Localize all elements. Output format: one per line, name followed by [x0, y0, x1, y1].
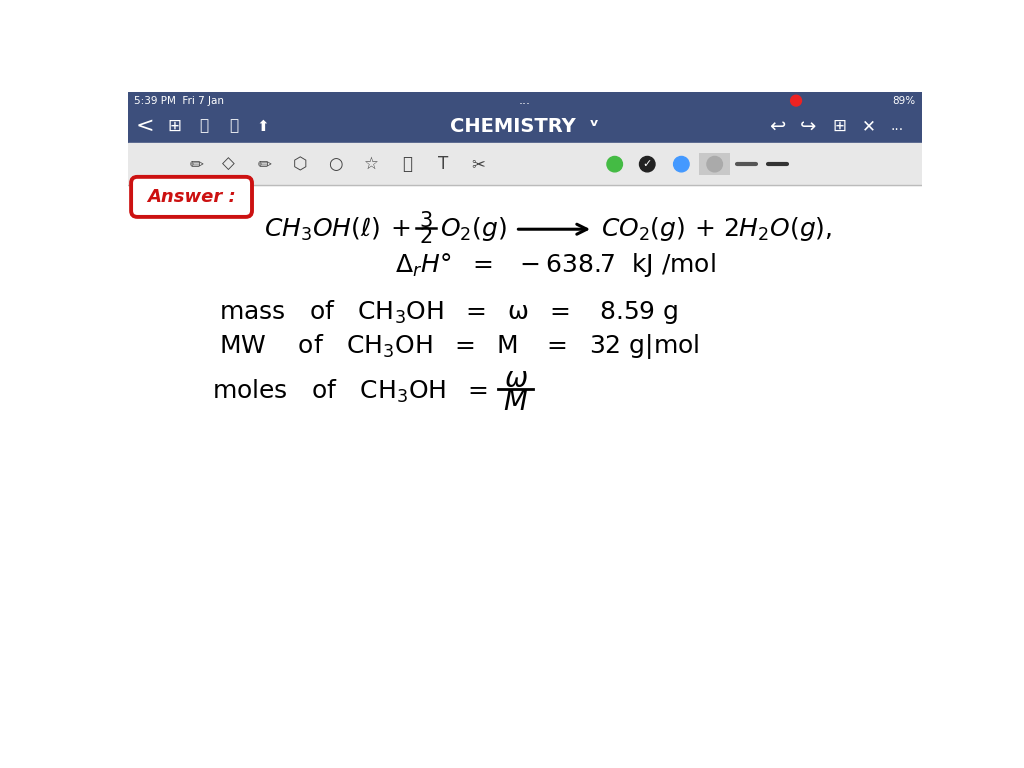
Text: 2: 2: [420, 227, 433, 247]
Text: T: T: [437, 155, 447, 173]
Text: ☆: ☆: [364, 155, 379, 173]
Text: $\Delta_r H°\ \ =\ \ -638.7\ \ \mathrm{kJ\ /mol}$: $\Delta_r H°\ \ =\ \ -638.7\ \ \mathrm{k…: [395, 251, 716, 280]
Text: 3: 3: [420, 210, 433, 230]
Text: ⬡: ⬡: [293, 155, 307, 173]
Text: $CH_3OH(\ell)$: $CH_3OH(\ell)$: [263, 216, 380, 243]
Text: $\mathrm{MW\ \ \ \ of\ \ \ CH_3OH\ \ =\ \ M\ \ \ =\ \ 32\ g|mol}$: $\mathrm{MW\ \ \ \ of\ \ \ CH_3OH\ \ =\ …: [219, 332, 700, 361]
Text: ◇: ◇: [222, 155, 236, 173]
Text: ○: ○: [329, 155, 343, 173]
Text: $+$: $+$: [390, 217, 411, 241]
Text: CHEMISTRY  ᵛ: CHEMISTRY ᵛ: [451, 117, 599, 135]
Bar: [128, 109, 922, 143]
Text: ⊞: ⊞: [168, 117, 181, 135]
Text: $\mathrm{moles\ \ \ of\ \ \ CH_3OH\ \ =}$: $\mathrm{moles\ \ \ of\ \ \ CH_3OH\ \ =}…: [212, 377, 487, 405]
Text: ↪: ↪: [801, 117, 816, 135]
FancyBboxPatch shape: [131, 177, 252, 217]
Text: ⊞: ⊞: [833, 117, 847, 135]
Text: Answer :: Answer :: [147, 188, 236, 206]
Circle shape: [674, 157, 689, 172]
Bar: [128, 92, 922, 109]
Text: ✏: ✏: [257, 155, 271, 173]
Text: $\mathrm{mass\ \ \ of\ \ \ CH_3OH\ \ =\ \ \omega\ \ =\ \ \ 8.59\ g}$: $\mathrm{mass\ \ \ of\ \ \ CH_3OH\ \ =\ …: [219, 299, 678, 326]
Text: 🔍: 🔍: [200, 118, 209, 134]
Circle shape: [607, 157, 623, 172]
Bar: [128, 185, 922, 684]
Text: 89%: 89%: [892, 96, 915, 106]
Bar: [128, 143, 922, 185]
Text: 5:39 PM  Fri 7 Jan: 5:39 PM Fri 7 Jan: [134, 96, 224, 106]
Text: <: <: [136, 116, 155, 136]
Text: $\omega$: $\omega$: [504, 365, 527, 392]
Text: $O_2(g)$: $O_2(g)$: [439, 215, 506, 243]
Text: ✓: ✓: [643, 159, 652, 169]
Text: 🖼: 🖼: [402, 155, 412, 173]
Circle shape: [707, 157, 722, 172]
Circle shape: [791, 95, 802, 106]
Text: 🔖: 🔖: [228, 118, 238, 134]
Text: $CO_2(g)$: $CO_2(g)$: [601, 215, 685, 243]
Text: ↩: ↩: [769, 117, 785, 135]
Text: ...: ...: [890, 119, 903, 133]
Bar: [699, 154, 730, 175]
Text: ...: ...: [519, 94, 530, 107]
Text: $M$: $M$: [503, 388, 528, 415]
Text: $+\ 2H_2O(g),$: $+\ 2H_2O(g),$: [693, 215, 831, 243]
Text: ✂: ✂: [471, 155, 485, 173]
Text: ✏: ✏: [189, 155, 203, 173]
Text: ⬆: ⬆: [256, 118, 269, 134]
Text: ✕: ✕: [862, 117, 876, 135]
Circle shape: [640, 157, 655, 172]
